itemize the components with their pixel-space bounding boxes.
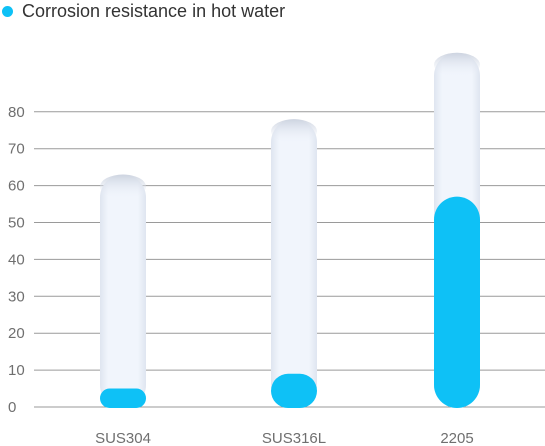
y-tick-label-20: 20 <box>8 325 25 342</box>
bar-track-SUS304 <box>100 174 146 408</box>
bar-track-cap-2205 <box>434 52 480 77</box>
bar-track-cap-SUS304 <box>100 174 146 199</box>
bar-2205 <box>434 196 480 408</box>
y-tick-label-70: 70 <box>8 141 25 158</box>
legend-label: Corrosion resistance in hot water <box>22 0 286 21</box>
legend-marker <box>2 5 13 17</box>
bar-track-cap-SUS316L <box>271 119 317 144</box>
y-tick-label-30: 30 <box>8 288 25 305</box>
y-tick-label-10: 10 <box>8 362 25 379</box>
bar-track-SUS316L <box>271 119 317 409</box>
x-tick-label-2205: 2205 <box>440 430 473 446</box>
bar-SUS304 <box>100 388 146 408</box>
y-tick-label-0: 0 <box>8 399 16 416</box>
y-tick-label-60: 60 <box>8 178 25 195</box>
x-tick-label-SUS316L: SUS316L <box>262 430 326 446</box>
x-tick-label-SUS304: SUS304 <box>95 430 151 446</box>
legend: Corrosion resistance in hot water <box>0 0 285 22</box>
y-tick-label-40: 40 <box>8 251 25 268</box>
y-tick-label-80: 80 <box>8 104 25 121</box>
y-tick-label-50: 50 <box>8 215 25 232</box>
bar-SUS316L <box>271 373 317 408</box>
